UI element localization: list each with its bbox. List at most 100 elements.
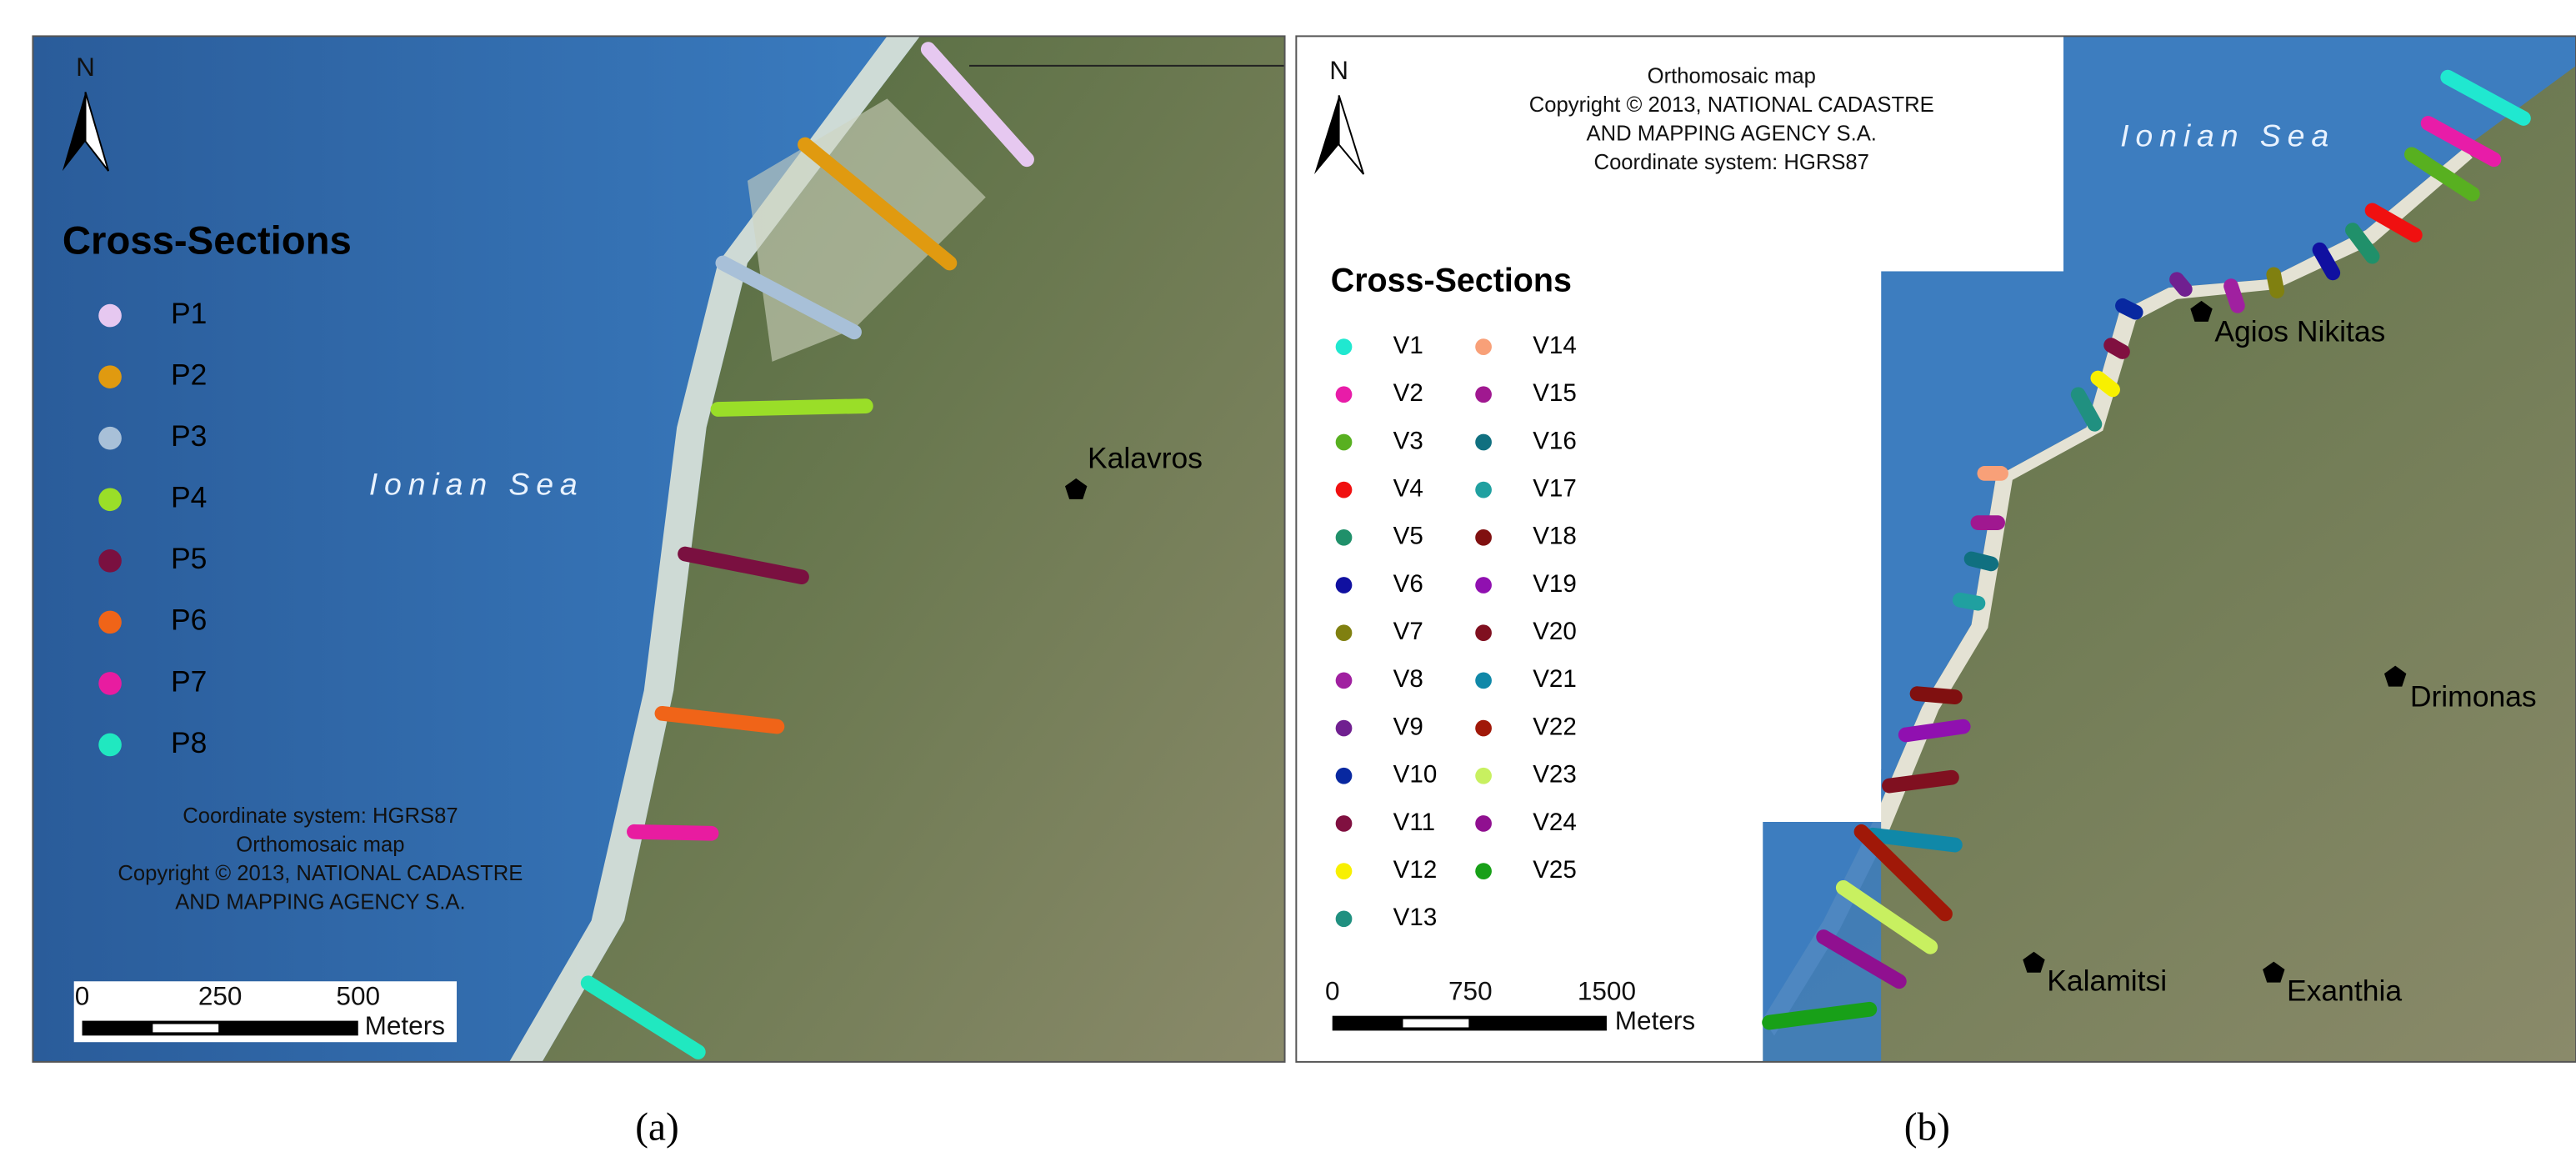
legend-label: P5	[171, 542, 207, 575]
panel-caption: (a)	[635, 1106, 678, 1149]
legend-label: V5	[1393, 523, 1423, 550]
legend-label: P2	[171, 358, 207, 392]
cross-section-line	[1816, 929, 1907, 989]
place-label: Kalamitsi	[2047, 964, 2167, 998]
scale-label: 0	[1325, 975, 1340, 1005]
legend-label: V7	[1393, 618, 1423, 645]
cross-section-line	[2440, 69, 2531, 126]
map-note: Coordinate system: HGRS87	[1594, 151, 1869, 174]
legend-swatch	[98, 733, 122, 757]
legend-swatch	[1335, 528, 1353, 546]
cross-section-line	[1952, 592, 1986, 611]
cross-section-line	[2090, 370, 2120, 398]
legend-label: V9	[1393, 713, 1423, 740]
cross-section-line	[1963, 551, 1999, 572]
legend-swatch	[1475, 815, 1492, 832]
legend-swatch	[1335, 767, 1353, 784]
cross-section-line	[1898, 719, 1971, 743]
scale-label: 250	[198, 980, 243, 1010]
legend-label: P1	[171, 297, 207, 330]
map-note: Copyright © 2013, NATIONAL CADASTRE	[118, 862, 523, 885]
legend-swatch	[1335, 863, 1353, 879]
map-a-frame	[32, 35, 1286, 1063]
cross-section-line	[2070, 387, 2103, 432]
legend-swatch	[1475, 433, 1492, 451]
legend-swatch	[1475, 386, 1492, 403]
cross-section-line	[798, 137, 958, 271]
cross-section-line	[2169, 272, 2193, 297]
cross-section-line	[627, 824, 719, 841]
legend-swatch	[1475, 481, 1492, 498]
legend-title: Cross-Sections	[63, 218, 352, 263]
cross-section-line	[920, 42, 1034, 168]
place-label: Exanthia	[2287, 974, 2402, 1007]
map-note: Copyright © 2013, NATIONAL CADASTRE	[1529, 93, 1934, 117]
legend-swatch	[1475, 767, 1492, 784]
scale-label: 500	[336, 980, 380, 1010]
map-b-imagery	[1296, 36, 2576, 1062]
legend-label: V21	[1533, 665, 1577, 693]
legend-label: V18	[1533, 523, 1577, 550]
legend-swatch	[1335, 719, 1353, 737]
cross-section-line	[1853, 824, 1953, 922]
cross-section-line	[710, 398, 873, 417]
legend-label: V3	[1393, 427, 1423, 454]
legend-label: V22	[1533, 713, 1577, 740]
legend-swatch	[1475, 338, 1492, 355]
legend-swatch	[98, 303, 122, 328]
legend-label: V23	[1533, 761, 1577, 789]
cross-section-line	[2403, 147, 2480, 202]
cross-section-line	[2312, 242, 2341, 281]
legend-swatch	[1335, 386, 1353, 403]
place-marker	[1064, 478, 1088, 499]
scale-label: 0	[75, 980, 90, 1010]
legend-swatch	[98, 610, 122, 634]
legend-label: V10	[1393, 761, 1438, 789]
legend-swatch	[98, 365, 122, 388]
legend-label: V19	[1533, 570, 1577, 598]
scale-label: 1500	[1578, 975, 1636, 1005]
legend-label: V8	[1393, 665, 1423, 693]
cross-section-line	[2223, 278, 2245, 313]
map-note: AND MAPPING AGENCY S.A.	[175, 890, 465, 914]
legend-swatch	[1475, 863, 1492, 879]
legend-label: V6	[1393, 570, 1423, 598]
scale-bar	[1332, 1015, 1607, 1031]
legend-swatch	[98, 549, 122, 573]
north-label: N	[76, 52, 95, 82]
map-note: Coordinate system: HGRS87	[183, 804, 458, 828]
cross-section-line	[2420, 116, 2502, 168]
legend-swatch	[1335, 815, 1353, 832]
legend-swatch	[1335, 910, 1353, 928]
place-marker	[2190, 300, 2213, 322]
legend-label: V16	[1533, 427, 1577, 454]
cross-section-line	[1835, 879, 1938, 954]
sea-label: Ionian Sea	[2120, 118, 2335, 153]
legend-label: V25	[1533, 856, 1577, 884]
map-b-frame	[1295, 35, 2576, 1063]
legend-label: P3	[171, 419, 207, 453]
cross-section-line	[2266, 267, 2285, 298]
scale-label: 750	[1448, 975, 1493, 1005]
legend-swatch	[98, 672, 122, 695]
place-label: Agios Nikitas	[2214, 315, 2385, 348]
legend-swatch	[1335, 338, 1353, 355]
place-marker	[2023, 951, 2045, 973]
place-label: Kalavros	[1088, 442, 1203, 475]
place-marker	[2263, 961, 2285, 983]
legend-label: P7	[171, 664, 207, 698]
legend-label: V24	[1533, 809, 1577, 836]
legend-swatch	[1335, 577, 1353, 594]
place-label: Drimonas	[2410, 679, 2537, 713]
legend-label: V17	[1533, 474, 1577, 502]
legend-label: V15	[1533, 379, 1577, 407]
cross-section-line	[580, 975, 706, 1059]
legend-swatch	[98, 426, 122, 450]
place-marker	[2383, 665, 2407, 687]
legend-swatch	[1475, 719, 1492, 737]
cross-section-line	[654, 705, 785, 734]
map-note: Orthomosaic map	[236, 833, 404, 856]
cross-section-line	[2345, 223, 2380, 264]
